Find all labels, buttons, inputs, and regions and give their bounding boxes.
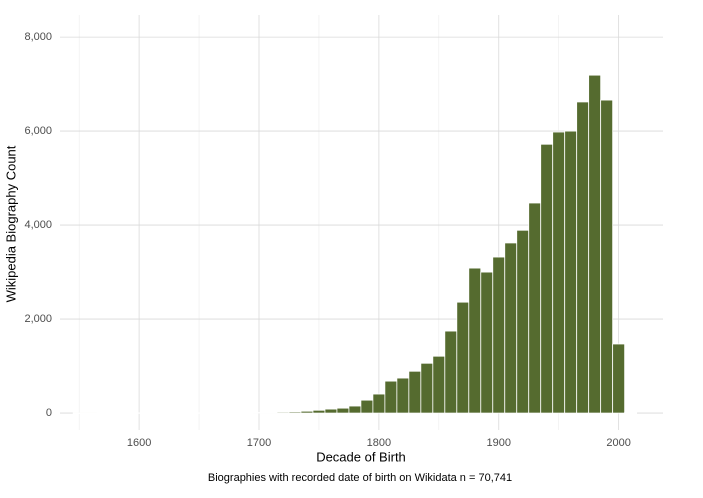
bar (480, 271, 494, 414)
bar (396, 377, 410, 414)
bar (420, 362, 434, 414)
bar (360, 399, 374, 414)
bar (372, 393, 386, 414)
bar (156, 412, 170, 414)
bar (192, 412, 206, 414)
bar (504, 242, 518, 414)
bar (552, 131, 566, 414)
bar (300, 410, 314, 414)
bar (312, 409, 326, 414)
bar (612, 343, 626, 414)
x-tick-label: 1900 (487, 437, 511, 449)
y-tick-label: 0 (46, 407, 52, 419)
x-tick-label: 2000 (606, 437, 630, 449)
bar (264, 411, 278, 414)
bar (288, 411, 302, 414)
bar (84, 412, 98, 414)
bar (624, 412, 638, 414)
bar (384, 380, 398, 414)
y-tick-label: 2,000 (24, 313, 52, 325)
bar (444, 330, 458, 414)
bar (588, 74, 602, 414)
bar (528, 202, 542, 414)
bar (564, 130, 578, 414)
x-tick-label: 1800 (367, 437, 391, 449)
bar (600, 99, 614, 414)
bar (132, 412, 146, 414)
bar (72, 412, 86, 414)
bar (432, 355, 446, 414)
y-axis-title: Wikipedia Biography Count (3, 145, 18, 302)
bar (228, 412, 242, 414)
bar (204, 412, 218, 414)
bar (240, 412, 254, 414)
bar (120, 412, 134, 414)
bar (576, 101, 590, 414)
y-tick-label: 6,000 (24, 125, 52, 137)
bar (168, 412, 182, 414)
bar (216, 412, 230, 414)
y-tick-label: 4,000 (24, 219, 52, 231)
x-axis-title: Decade of Birth (316, 449, 406, 464)
bar (516, 229, 530, 414)
bar (180, 412, 194, 414)
y-tick-label: 8,000 (24, 31, 52, 43)
bar (144, 412, 158, 414)
bar (348, 405, 362, 414)
bar (408, 370, 422, 414)
bar (252, 412, 266, 414)
bar (456, 301, 470, 414)
bar (468, 267, 482, 414)
bar (324, 408, 338, 414)
x-tick-label: 1700 (247, 437, 271, 449)
x-tick-label: 1600 (127, 437, 151, 449)
caption: Biographies with recorded date of birth … (208, 472, 512, 484)
bar (276, 411, 290, 414)
bar (108, 412, 122, 414)
bar (336, 407, 350, 414)
bar (492, 256, 506, 414)
bar (96, 412, 110, 414)
bar (540, 143, 554, 414)
